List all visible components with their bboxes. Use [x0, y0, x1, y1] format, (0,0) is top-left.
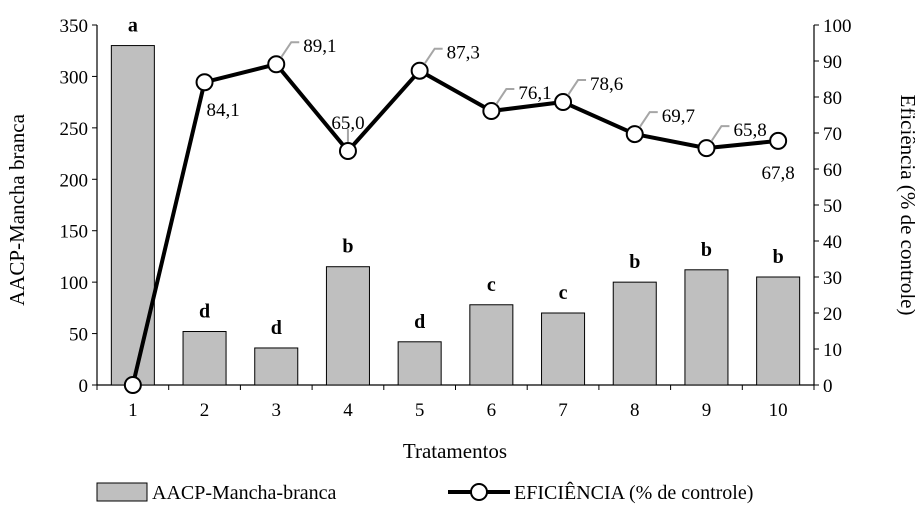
efficiency-point	[338, 142, 357, 160]
efficiency-leader-line	[280, 41, 300, 58]
x-axis-title: Tratamentos	[403, 439, 507, 463]
y-right-tick-label: 50	[823, 196, 842, 217]
y-axis-left-title: AACP-Mancha branca	[5, 113, 29, 306]
y-right-tick-label: 30	[823, 268, 842, 289]
bar	[756, 276, 801, 386]
x-tick-label: 4	[343, 400, 353, 421]
labels-layer: a d d b d c c b b b 84,1 89,1 65,0 87,3 76,1 78,6 69,7 65…	[128, 15, 795, 339]
efficiency-point	[554, 93, 573, 112]
bar	[397, 341, 442, 386]
y-right-tick-label: 0	[823, 376, 833, 397]
bar-significance-label: b	[701, 239, 712, 261]
legend-bar-label: AACP-Mancha-branca	[152, 482, 336, 504]
efficiency-point	[195, 73, 214, 92]
legend: AACP-Mancha-branca EFICIÊNCIA (% de cont…	[96, 481, 753, 504]
x-tick-label: 10	[769, 400, 788, 421]
efficiency-point	[769, 131, 788, 150]
y-right-tick-label: 100	[823, 16, 852, 37]
efficiency-line	[130, 62, 779, 386]
bar-significance-label: a	[128, 15, 138, 37]
efficiency-value-label: 89,1	[303, 36, 336, 57]
x-tick-label: 7	[558, 400, 568, 421]
line-layer	[123, 55, 788, 394]
y-left-tick-label: 100	[60, 273, 89, 294]
efficiency-value-label: 78,6	[590, 74, 623, 95]
legend-line-marker	[470, 483, 488, 501]
x-tick-label: 8	[630, 400, 640, 421]
y-left-tick-label: 50	[69, 325, 88, 346]
efficiency-value-label: 65,0	[331, 113, 364, 134]
bar	[182, 331, 227, 386]
y-right-tick-label: 40	[823, 232, 842, 253]
y-right-tick-label: 80	[823, 88, 842, 109]
efficiency-point	[697, 139, 716, 158]
bar	[684, 269, 729, 386]
bar	[469, 304, 514, 386]
bar	[612, 281, 657, 386]
bar-significance-label: d	[271, 317, 282, 339]
bar	[110, 45, 155, 386]
bar	[541, 312, 586, 386]
y-left-tick-label: 200	[60, 170, 89, 191]
efficiency-point	[482, 102, 501, 121]
bar-significance-label: c	[559, 282, 568, 304]
bar-significance-label: c	[487, 274, 496, 296]
y-left-tick-label: 250	[60, 119, 89, 140]
efficiency-value-label: 76,1	[518, 83, 551, 104]
y-right-tick-label: 90	[823, 52, 842, 73]
bar	[254, 347, 299, 386]
y-left-tick-label: 0	[79, 376, 89, 397]
efficiency-value-label: 67,8	[762, 163, 795, 184]
efficiency-point	[267, 55, 286, 74]
efficiency-point	[625, 125, 644, 144]
bars-layer	[110, 45, 801, 386]
y-axis-right-title: Eficiência (% de controle)	[896, 95, 915, 316]
efficiency-point	[410, 61, 429, 80]
y-left-tick-label: 300	[60, 67, 89, 88]
axes-layer: 0 50 100 150 200 250 300 350 0 10 20 30 40 50 60 70 80 90…	[60, 16, 852, 421]
y-right-tick-label: 70	[823, 124, 842, 145]
y-right-tick-label: 10	[823, 340, 842, 361]
efficiency-value-label: 65,8	[733, 120, 766, 141]
bar-significance-label: d	[414, 311, 425, 333]
efficiency-leader-line	[495, 88, 515, 105]
y-left-tick-label: 350	[60, 16, 89, 37]
efficiency-value-label: 84,1	[207, 100, 240, 121]
bar	[325, 266, 370, 386]
legend-line-label: EFICIÊNCIA (% de controle)	[514, 481, 753, 504]
bar-significance-label: b	[773, 246, 784, 268]
efficiency-value-label: 69,7	[662, 106, 695, 127]
efficiency-leader-line	[710, 125, 730, 142]
efficiency-leader-line	[423, 47, 443, 65]
x-tick-label: 1	[128, 400, 138, 421]
x-tick-label: 6	[487, 400, 497, 421]
efficiency-point	[123, 376, 142, 394]
y-right-tick-label: 60	[823, 160, 842, 181]
efficiency-value-label: 87,3	[447, 43, 480, 64]
bar-significance-label: b	[342, 236, 353, 258]
legend-bar-swatch	[96, 482, 148, 502]
x-tick-label: 2	[200, 400, 210, 421]
bar-significance-label: d	[199, 301, 210, 323]
x-tick-label: 3	[272, 400, 282, 421]
bar-significance-label: b	[629, 251, 640, 273]
y-right-tick-label: 20	[823, 304, 842, 325]
efficiency-leader-line	[567, 79, 587, 96]
efficiency-leader-line	[638, 111, 658, 128]
x-tick-label: 5	[415, 400, 425, 421]
x-tick-label: 9	[702, 400, 712, 421]
y-left-tick-label: 150	[60, 222, 89, 243]
